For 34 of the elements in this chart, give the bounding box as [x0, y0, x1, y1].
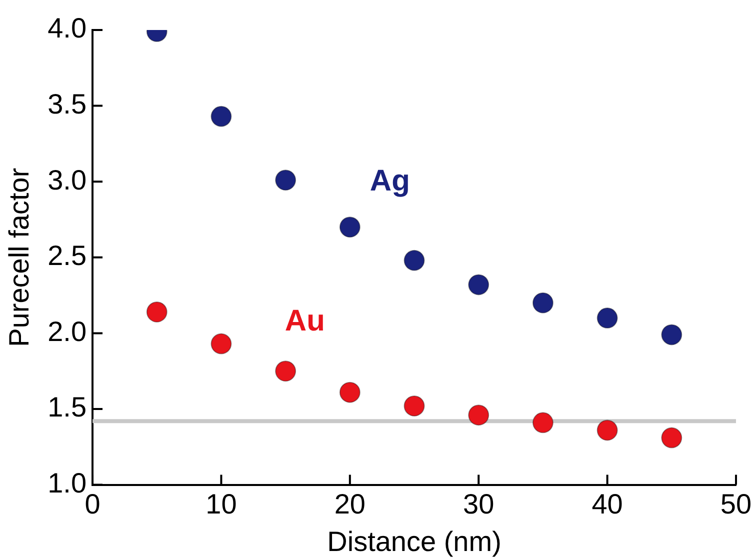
- point: [596, 420, 618, 441]
- point: [596, 308, 618, 329]
- x-tick-label: 50: [720, 488, 752, 520]
- point: [210, 106, 232, 127]
- y-tick-label: 3.0: [48, 164, 87, 196]
- point: [275, 360, 296, 382]
- x-tick-label: 40: [592, 488, 623, 520]
- x-tick-label: 20: [334, 488, 366, 520]
- point: [339, 216, 360, 238]
- point: [532, 292, 554, 314]
- y-tick-label: 1.0: [48, 468, 87, 499]
- point: [661, 427, 682, 448]
- y-tick-label: 3.5: [48, 88, 87, 120]
- x-tick-label: 10: [206, 488, 237, 520]
- y-tick-label: 2.0: [48, 316, 87, 347]
- y-tick-label: 2.5: [48, 240, 87, 272]
- point: [468, 404, 490, 426]
- point: [404, 395, 425, 416]
- series-label: Ag: [370, 164, 410, 198]
- x-axis-title: Distance (nm): [327, 526, 502, 557]
- y-axis-title: Purecell factor: [4, 168, 35, 347]
- point: [532, 412, 554, 434]
- point: [339, 382, 360, 403]
- y-tick-label: 1.5: [48, 392, 87, 423]
- point: [468, 274, 490, 296]
- point: [146, 301, 168, 322]
- point: [404, 250, 425, 271]
- point: [275, 170, 296, 191]
- point: [210, 333, 232, 354]
- y-tick-label: 4.0: [48, 12, 87, 44]
- x-tick-label: 30: [463, 488, 494, 520]
- point: [661, 324, 682, 346]
- x-tick-label: 0: [84, 488, 100, 520]
- series-label: Au: [284, 304, 325, 338]
